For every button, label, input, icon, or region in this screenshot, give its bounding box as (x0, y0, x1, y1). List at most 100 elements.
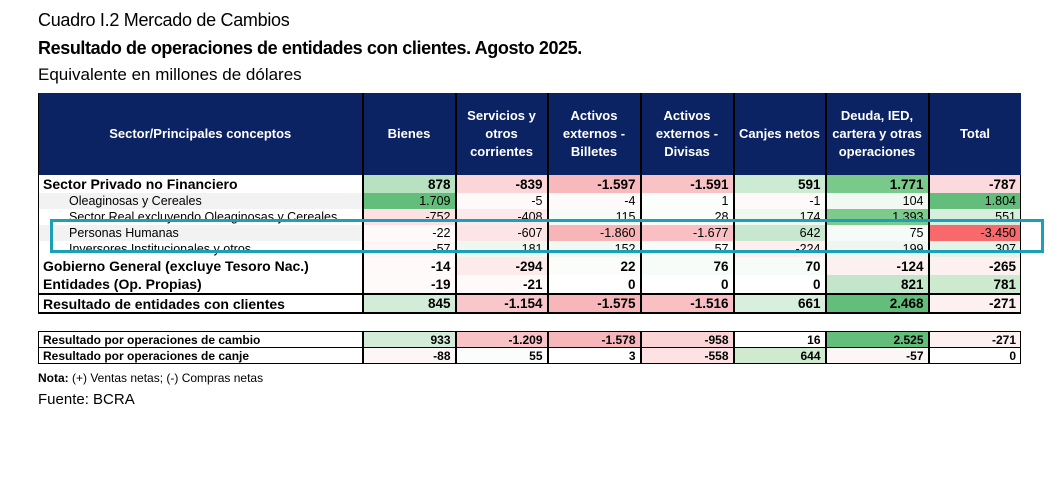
table-cell: -5 (455, 193, 549, 209)
note-text: (+) Ventas netas; (-) Compras netas (68, 371, 264, 385)
table-cell: -1 (733, 193, 827, 209)
table-cell: 591 (733, 175, 827, 193)
row-label: Gobierno General (excluye Tesoro Nac.) (38, 257, 364, 275)
table-cell: 551 (928, 209, 1021, 225)
table-cell: 181 (455, 241, 549, 257)
note: Nota: (+) Ventas netas; (-) Compras neta… (38, 371, 263, 385)
table-row: Sector Real excluyendo Oleaginosas y Cer… (38, 209, 1021, 225)
table-row: Inversores Institucionales y otros -57 181… (38, 241, 1021, 257)
table-cell: -607 (455, 225, 549, 241)
table-title: Cuadro I.2 Mercado de Cambios (38, 10, 290, 30)
summary-table: Resultado por operaciones de cambio 933 -1… (38, 331, 1021, 364)
row-label: Personas Humanas (38, 225, 364, 241)
units-label: Equivalente en millones de dólares (38, 65, 302, 84)
column-header: Deuda, IED, cartera y otras operaciones (825, 93, 930, 175)
table-row: Resultado por operaciones de cambio 933 -1… (38, 331, 1021, 348)
row-label: Inversores Institucionales y otros (38, 241, 364, 257)
table-cell: 55 (455, 347, 549, 364)
table-cell: 3 (547, 347, 642, 364)
table-row: Oleaginosas y Cereales 1.709 -5 -4 1 -1 104 1.8… (38, 193, 1021, 209)
column-header: Sector/Principales conceptos (38, 93, 364, 175)
table-cell: 1.709 (362, 193, 457, 209)
table-cell: 199 (825, 241, 930, 257)
table-cell: -22 (362, 225, 457, 241)
table-cell: 661 (733, 293, 827, 314)
table-cell: -1.516 (640, 293, 735, 314)
row-label: Sector Real excluyendo Oleaginosas y Cer… (38, 209, 364, 225)
table-cell: -271 (928, 331, 1021, 348)
table-cell: 2.525 (825, 331, 930, 348)
table-row: Personas Humanas -22 -607 -1.860 -1.677 642 75… (38, 225, 1021, 241)
table-cell: -787 (928, 175, 1021, 193)
table-cell: 16 (733, 331, 827, 348)
table-cell: 152 (547, 241, 642, 257)
table-cell: -21 (455, 275, 549, 294)
table-cell: 2.468 (825, 293, 930, 314)
row-label: Resultado de entidades con clientes (38, 293, 364, 314)
table-cell: 28 (640, 209, 735, 225)
table-cell: -88 (362, 347, 457, 364)
table-cell: 642 (733, 225, 827, 241)
table-cell: 1 (640, 193, 735, 209)
column-header: Activos externos - Divisas (640, 93, 735, 175)
table-cell: -294 (455, 257, 549, 275)
table-cell: -408 (455, 209, 549, 225)
row-label: Entidades (Op. Propias) (38, 275, 364, 294)
table-subtitle: Resultado de operaciones de entidades co… (38, 38, 582, 58)
table-cell: 845 (362, 293, 457, 314)
note-label: Nota: (38, 371, 69, 385)
table-row: Resultado por operaciones de canje -88 55 3… (38, 347, 1021, 364)
results-table: Sector/Principales conceptos Bienes Servic… (38, 93, 1021, 314)
table-cell: 174 (733, 209, 827, 225)
table-cell: 22 (547, 257, 642, 275)
table-cell: 104 (825, 193, 930, 209)
table-cell: -1.154 (455, 293, 549, 314)
column-header: Servicios y otros corrientes (455, 93, 549, 175)
table-cell: -224 (733, 241, 827, 257)
row-label: Sector Privado no Financiero (38, 175, 364, 193)
table-cell: 1.804 (928, 193, 1021, 209)
table-cell: -839 (455, 175, 549, 193)
table-cell: 933 (362, 331, 457, 348)
table-cell: 75 (825, 225, 930, 241)
table-cell: -1.575 (547, 293, 642, 314)
table-cell: -124 (825, 257, 930, 275)
table-cell: -558 (640, 347, 735, 364)
table-cell: -1.860 (547, 225, 642, 241)
column-header: Activos externos - Billetes (547, 93, 642, 175)
table-cell: 1.393 (825, 209, 930, 225)
table-cell: 878 (362, 175, 457, 193)
column-header: Bienes (362, 93, 457, 175)
table-cell: -271 (928, 293, 1021, 314)
table-row: Entidades (Op. Propias) -19 -21 0 0 0 821 781 (38, 275, 1021, 294)
column-header: Canjes netos (733, 93, 827, 175)
table-cell: 76 (640, 257, 735, 275)
table-cell: 57 (640, 241, 735, 257)
table-cell: -1.597 (547, 175, 642, 193)
table-cell: 115 (547, 209, 642, 225)
table-cell: -57 (362, 241, 457, 257)
table-cell: -1.578 (547, 331, 642, 348)
table-cell: 307 (928, 241, 1021, 257)
table-cell: -57 (825, 347, 930, 364)
table-cell: 644 (733, 347, 827, 364)
table-row: Gobierno General (excluye Tesoro Nac.) -1… (38, 257, 1021, 275)
source: Fuente: BCRA (38, 391, 135, 408)
row-label: Oleaginosas y Cereales (38, 193, 364, 209)
row-label: Resultado por operaciones de cambio (38, 331, 364, 348)
column-header: Total (928, 93, 1021, 175)
table-cell: 0 (928, 347, 1021, 364)
table-cell: -3.450 (928, 225, 1021, 241)
table-cell: 70 (733, 257, 827, 275)
table-cell: -1.209 (455, 331, 549, 348)
table-cell: 0 (733, 275, 827, 294)
table-cell: -4 (547, 193, 642, 209)
header-row: Sector/Principales conceptos Bienes Servic… (38, 93, 1021, 175)
table-cell: -1.591 (640, 175, 735, 193)
table-cell: 781 (928, 275, 1021, 294)
table-row: Sector Privado no Financiero 878 -839 -1.59… (38, 175, 1021, 193)
row-label: Resultado por operaciones de canje (38, 347, 364, 364)
table-cell: -958 (640, 331, 735, 348)
table-cell: 0 (547, 275, 642, 294)
table-cell: -265 (928, 257, 1021, 275)
